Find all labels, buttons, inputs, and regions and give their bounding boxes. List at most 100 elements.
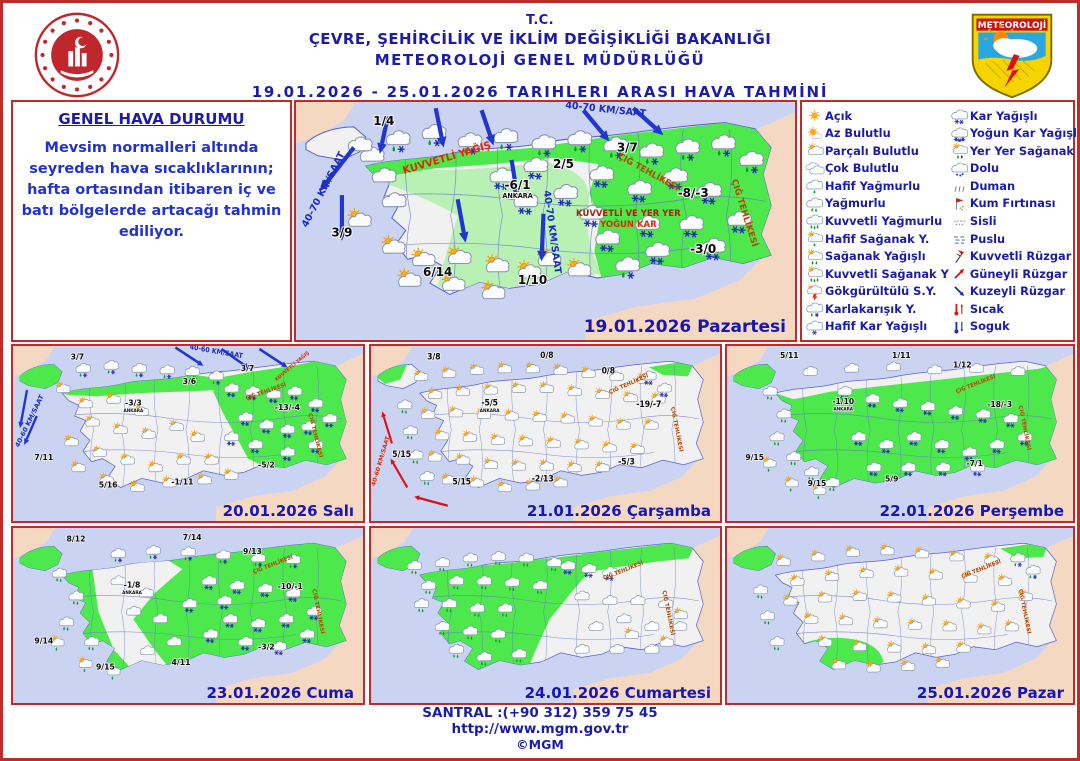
- sis-icon: [949, 212, 970, 229]
- svg-text:0/8: 0/8: [540, 351, 554, 360]
- legend-item-label: Sıcak: [969, 301, 1004, 316]
- forecast-map-wednesday: 3/8 0/8 0/8 -5/5 ANKARA -19/-7 5/15 5/15 -2/13 -5…: [369, 344, 722, 523]
- legend-item-label: Kuzeyli Rüzgar: [969, 284, 1066, 299]
- kum-icon: [949, 195, 970, 212]
- legend-item-label: Çok Bulutlu: [825, 161, 899, 176]
- sn3-icon: [949, 125, 970, 143]
- sn2-icon: [949, 107, 970, 125]
- svg-text:3/7: 3/7: [71, 352, 85, 361]
- mgm-logo-text: METEOROLOJİ: [978, 20, 1046, 31]
- header-date-range: 19.01.2026 - 25.01.2026 TARIHLERI ARASI …: [251, 83, 829, 101]
- svg-text:3/7: 3/7: [241, 364, 255, 373]
- footer: SANTRAL :(+90 312) 359 75 45 http://www.…: [3, 705, 1077, 752]
- general-weather-title: GENEL HAVA DURUMU: [58, 110, 245, 128]
- svg-text:-6/1: -6/1: [505, 178, 531, 192]
- svg-text:2/5: 2/5: [553, 157, 574, 171]
- map-date-label: 22.01.2026 Perşembe: [879, 502, 1064, 520]
- svg-text:-10/-1: -10/-1: [278, 582, 304, 591]
- svg-text:ANKARA: ANKARA: [502, 192, 533, 200]
- legend-item-label: Az Bulutlu: [825, 126, 891, 141]
- svg-text:-1/8: -1/8: [124, 580, 141, 589]
- pus-icon: [949, 230, 970, 247]
- svg-text:-3/3: -3/3: [125, 398, 142, 407]
- sun-icon: [804, 107, 825, 124]
- legend-item-label: Sisli: [969, 213, 997, 228]
- map-date-label: 24.01.2026 Cumartesi: [524, 684, 711, 702]
- sh1-icon: [804, 230, 825, 247]
- legend-item: Hafif Kar Yağışlı: [804, 318, 949, 335]
- svg-text:YOĞUN KAR: YOĞUN KAR: [599, 218, 657, 230]
- legend-item-label: Puslu: [969, 231, 1006, 246]
- svg-text:5/9: 5/9: [885, 474, 899, 483]
- forecast-map-sunday: ÇIĞ TEHLİKESİ ÇIĞ TEHLİKESİ 25.01.2026 Paz…: [725, 526, 1075, 705]
- svg-text:-1/10: -1/10: [832, 397, 854, 406]
- svg-text:-8/-3: -8/-3: [678, 186, 709, 200]
- soguk-icon: [949, 318, 970, 335]
- legend-item-label: Yoğun Kar Yağışlı: [969, 126, 1080, 141]
- legend-item: Puslu: [949, 230, 1077, 247]
- svg-text:8/12: 8/12: [67, 534, 86, 543]
- svg-text:-3/0: -3/0: [690, 242, 716, 256]
- svg-text:-5/3: -5/3: [618, 457, 635, 466]
- legend-item: Gökgürültülü S.Y.: [804, 283, 949, 302]
- svg-text:0/8: 0/8: [602, 366, 616, 375]
- svg-text:9/15: 9/15: [96, 662, 115, 671]
- legend-item-label: Kuvvetli Yağmurlu: [825, 213, 943, 228]
- map-date-label: 19.01.2026 Pazartesi: [583, 317, 786, 337]
- legend-item-label: Yağmurlu: [825, 196, 886, 211]
- sc-icon: [804, 142, 825, 159]
- legend-item-label: Kuvvetli Rüzgar: [969, 249, 1072, 264]
- svg-text:-18/-3: -18/-3: [987, 400, 1012, 409]
- legend-item-label: Karlakarışık Y.: [825, 301, 917, 316]
- general-weather-panel: GENEL HAVA DURUMU Mevsim normalleri altı…: [11, 100, 292, 342]
- legend-item-label: Yer Yer Sağanak Y.: [969, 143, 1080, 158]
- forecast-map-friday: 8/12 7/14 9/13 -1/8 ANKARA -10/-1 9/14 9/15 4/11…: [11, 526, 365, 705]
- legend-item: Açık: [804, 107, 949, 124]
- grz-icon: [949, 265, 970, 282]
- legend-item: Kuzeyli Rüzgar: [949, 283, 1077, 300]
- legend-item: Kuvvetli Yağmurlu: [804, 212, 949, 230]
- dolu-icon: [949, 160, 970, 177]
- svg-text:5/11: 5/11: [780, 351, 799, 360]
- sicak-icon: [949, 300, 970, 317]
- forecast-map-monday: 1/4 2/5 3/7 -6/1 ANKARA -8/-3 -3/0 1/10 6/14 3/9 K…: [294, 100, 797, 342]
- header: T.C. ÇEVRE, ŞEHİRCİLİK VE İKLİM DEĞİŞİKL…: [3, 9, 1077, 101]
- svg-text:-5/5: -5/5: [481, 398, 498, 407]
- svg-text:-19/-7: -19/-7: [636, 400, 661, 409]
- svg-text:5/15: 5/15: [452, 477, 471, 486]
- forecast-map-saturday: ÇIĞ TEHLİKESİ ÇIĞ TEHLİKESİ 24.01.2026 Cum…: [369, 526, 722, 705]
- svg-text:6/14: 6/14: [423, 265, 452, 279]
- legend-item: Yer Yer Sağanak Y.: [949, 142, 1080, 159]
- legend-item-label: Gökgürültülü S.Y.: [825, 284, 937, 299]
- legend-item-label: Kum Fırtınası: [969, 196, 1056, 211]
- svg-text:-5/2: -5/2: [258, 460, 275, 469]
- svg-text:-7/1: -7/1: [966, 459, 983, 468]
- svg-text:9/15: 9/15: [808, 479, 827, 488]
- svg-text:7/11: 7/11: [34, 453, 53, 462]
- svg-text:4/11: 4/11: [172, 658, 191, 667]
- legend-item-label: Duman: [969, 178, 1016, 193]
- map-date-label: 25.01.2026 Pazar: [916, 684, 1064, 702]
- svg-text:-1/11: -1/11: [171, 477, 193, 486]
- legend-item: Sisli: [949, 212, 1077, 229]
- sh3-icon: [804, 265, 825, 283]
- legend-item: Sıcak: [949, 300, 1077, 317]
- th-icon: [804, 283, 825, 302]
- svg-text:9/14: 9/14: [34, 636, 53, 645]
- legend-item-label: Kuvvetli Sağanak Y: [825, 266, 949, 281]
- map-date-label: 20.01.2026 Salı: [222, 502, 354, 520]
- svg-text:ANKARA: ANKARA: [122, 590, 142, 596]
- legend-item: Çok Bulutlu: [804, 160, 949, 177]
- footer-copyright: ©MGM: [516, 737, 564, 752]
- legend-item: Dolu: [949, 160, 1077, 177]
- footer-phone: SANTRAL :(+90 312) 359 75 45: [422, 705, 658, 721]
- map-date-label: 21.01.2026 Çarşamba: [526, 502, 711, 520]
- legend-item-label: Sağanak Yağışlı: [825, 249, 926, 264]
- sc2-icon: [804, 125, 825, 142]
